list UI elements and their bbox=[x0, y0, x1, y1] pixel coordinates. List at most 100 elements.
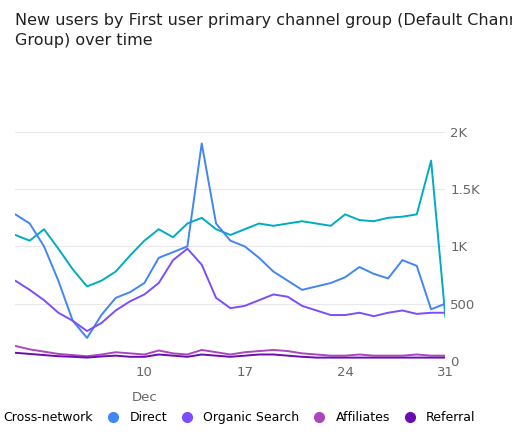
Cross-network bbox=[141, 238, 147, 243]
Affiliates bbox=[127, 351, 133, 356]
Affiliates bbox=[12, 343, 18, 348]
Cross-network bbox=[385, 215, 391, 220]
Direct bbox=[98, 312, 104, 318]
Cross-network bbox=[428, 158, 434, 163]
Affiliates bbox=[285, 348, 291, 354]
Referral bbox=[213, 353, 219, 358]
Referral bbox=[199, 352, 205, 357]
Direct bbox=[84, 335, 90, 341]
Referral bbox=[342, 355, 348, 360]
Direct bbox=[141, 280, 147, 286]
Referral bbox=[285, 353, 291, 358]
Referral bbox=[55, 354, 61, 359]
Direct bbox=[170, 249, 176, 255]
Direct bbox=[371, 271, 377, 276]
Affiliates bbox=[428, 353, 434, 358]
Affiliates bbox=[385, 353, 391, 358]
Referral bbox=[227, 354, 233, 359]
Affiliates bbox=[170, 351, 176, 356]
Organic Search bbox=[156, 280, 162, 286]
Cross-network bbox=[299, 219, 305, 224]
Text: Dec: Dec bbox=[132, 391, 157, 404]
Organic Search bbox=[371, 314, 377, 319]
Referral bbox=[356, 355, 362, 360]
Direct bbox=[414, 263, 420, 268]
Referral bbox=[256, 352, 262, 357]
Referral bbox=[242, 353, 248, 358]
Organic Search bbox=[98, 320, 104, 326]
Cross-network bbox=[55, 246, 61, 251]
Organic Search bbox=[227, 305, 233, 311]
Organic Search bbox=[27, 287, 33, 293]
Direct bbox=[385, 276, 391, 281]
Cross-network bbox=[70, 267, 76, 272]
Direct bbox=[399, 257, 406, 263]
Affiliates bbox=[227, 352, 233, 357]
Affiliates bbox=[156, 348, 162, 353]
Organic Search bbox=[285, 294, 291, 299]
Organic Search bbox=[328, 312, 334, 318]
Referral bbox=[313, 355, 319, 360]
Affiliates bbox=[113, 349, 119, 355]
Organic Search bbox=[242, 303, 248, 308]
Line: Organic Search: Organic Search bbox=[15, 249, 445, 331]
Direct bbox=[12, 212, 18, 217]
Cross-network bbox=[371, 219, 377, 224]
Organic Search bbox=[55, 310, 61, 315]
Referral bbox=[385, 355, 391, 360]
Affiliates bbox=[98, 352, 104, 357]
Direct bbox=[156, 255, 162, 260]
Cross-network bbox=[328, 223, 334, 228]
Cross-network bbox=[285, 221, 291, 226]
Organic Search bbox=[141, 292, 147, 297]
Referral bbox=[184, 354, 190, 359]
Direct bbox=[127, 290, 133, 295]
Affiliates bbox=[141, 352, 147, 357]
Line: Affiliates: Affiliates bbox=[15, 346, 445, 356]
Cross-network bbox=[84, 284, 90, 289]
Cross-network bbox=[256, 221, 262, 226]
Direct bbox=[227, 238, 233, 243]
Organic Search bbox=[299, 303, 305, 308]
Affiliates bbox=[213, 349, 219, 355]
Cross-network bbox=[41, 227, 47, 232]
Organic Search bbox=[356, 310, 362, 315]
Affiliates bbox=[84, 354, 90, 359]
Direct bbox=[113, 295, 119, 301]
Cross-network bbox=[270, 223, 276, 228]
Cross-network bbox=[313, 221, 319, 226]
Cross-network bbox=[213, 227, 219, 232]
Affiliates bbox=[299, 351, 305, 356]
Affiliates bbox=[270, 347, 276, 352]
Text: New users by First user primary channel group (Default Channel
Group) over time: New users by First user primary channel … bbox=[15, 13, 512, 48]
Organic Search bbox=[399, 308, 406, 313]
Affiliates bbox=[442, 353, 449, 358]
Cross-network bbox=[27, 238, 33, 243]
Organic Search bbox=[256, 297, 262, 303]
Affiliates bbox=[356, 352, 362, 357]
Organic Search bbox=[428, 310, 434, 315]
Referral bbox=[127, 354, 133, 359]
Direct bbox=[55, 278, 61, 283]
Direct bbox=[270, 269, 276, 274]
Organic Search bbox=[414, 311, 420, 316]
Cross-network bbox=[342, 212, 348, 217]
Organic Search bbox=[12, 278, 18, 283]
Direct bbox=[27, 221, 33, 226]
Organic Search bbox=[313, 308, 319, 313]
Affiliates bbox=[70, 352, 76, 358]
Cross-network bbox=[399, 214, 406, 219]
Cross-network bbox=[98, 278, 104, 283]
Referral bbox=[141, 354, 147, 359]
Direct bbox=[313, 284, 319, 289]
Direct bbox=[356, 264, 362, 270]
Direct bbox=[428, 307, 434, 312]
Direct bbox=[70, 318, 76, 323]
Organic Search bbox=[113, 308, 119, 313]
Referral bbox=[70, 354, 76, 359]
Organic Search bbox=[270, 292, 276, 297]
Referral bbox=[442, 355, 449, 360]
Organic Search bbox=[84, 328, 90, 334]
Referral bbox=[371, 355, 377, 360]
Direct bbox=[299, 287, 305, 293]
